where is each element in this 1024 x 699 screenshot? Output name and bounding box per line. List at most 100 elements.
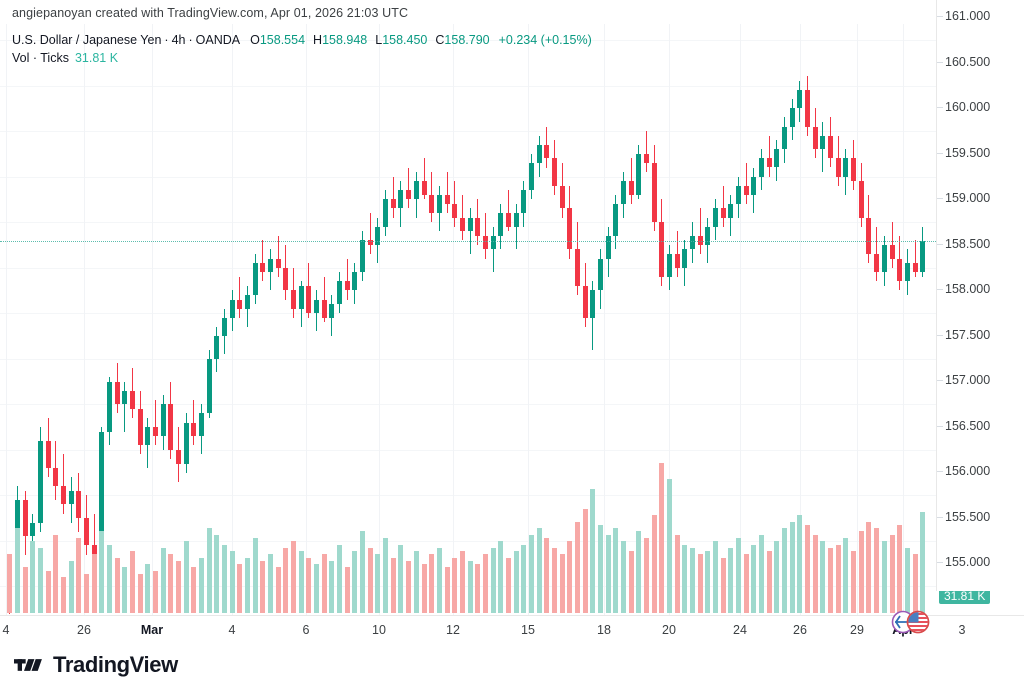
candle-body [667, 254, 672, 277]
axis-tick-dash [937, 152, 943, 154]
price-axis-label: 158.000 [945, 282, 991, 297]
volume-bar [652, 515, 657, 613]
candle-body [253, 263, 258, 295]
volume-bar [69, 560, 74, 613]
volume-bar [575, 521, 580, 613]
candle-body [797, 90, 802, 109]
candle-body [659, 222, 664, 277]
price-axis-label: 156.500 [945, 418, 991, 433]
tradingview-wordmark: TradingView [53, 652, 178, 677]
time-axis-label: 12 [446, 623, 460, 637]
legend-sep-1: · [164, 33, 169, 47]
volume-bar [636, 531, 641, 613]
legend-interval[interactable]: 4h [171, 33, 186, 47]
candle-wick [700, 208, 701, 255]
volume-bar [583, 508, 588, 613]
candle-body [613, 203, 618, 236]
candle-body [260, 263, 265, 273]
candle-body [483, 235, 488, 250]
time-axis-label: 4 [228, 623, 236, 637]
volume-bar [46, 570, 51, 613]
candle-body [61, 486, 66, 505]
grid-line-vertical [379, 24, 380, 615]
grid-line-vertical [857, 24, 858, 615]
candle-wick [408, 167, 409, 209]
volume-bar [790, 521, 795, 613]
candle-body [721, 208, 726, 218]
volume-bar [713, 541, 718, 613]
candle-body [107, 381, 112, 432]
candle-body [191, 422, 196, 437]
candle-body [337, 281, 342, 305]
volume-bar [552, 547, 557, 613]
price-axis-label: 160.000 [945, 100, 991, 115]
volume-bar [866, 521, 871, 613]
volume-bar [644, 538, 649, 613]
chart-plot-area[interactable] [0, 24, 936, 615]
price-axis-label: 157.500 [945, 327, 991, 342]
candle-body [475, 217, 480, 236]
volume-bar [820, 541, 825, 613]
candle-wick [155, 399, 156, 446]
candle-body [859, 181, 864, 218]
candle-body [452, 203, 457, 218]
candle-body [84, 518, 89, 546]
grid-line-vertical [604, 24, 605, 615]
candle-body [866, 217, 871, 255]
legend-high-value: 158.948 [322, 33, 368, 47]
legend-volume-label[interactable]: Vol · Ticks [12, 51, 69, 65]
candle-wick [393, 176, 394, 218]
axis-tick-dash [937, 61, 943, 63]
volume-bar [890, 534, 895, 613]
volume-bar [767, 551, 772, 613]
volume-bar [345, 567, 350, 613]
candle-body [99, 431, 104, 569]
current-price-line [0, 241, 936, 243]
volume-bar [153, 570, 158, 613]
volume-bar [406, 560, 411, 613]
candle-body [23, 499, 28, 537]
candle-body [767, 158, 772, 168]
volume-bar [782, 528, 787, 613]
candle-body [690, 235, 695, 250]
candle-body [391, 199, 396, 209]
volume-bar [138, 573, 143, 613]
legend-symbol[interactable]: U.S. Dollar / Japanese Yen [12, 33, 162, 47]
grid-line-vertical [800, 24, 801, 615]
price-axis[interactable]: 161.000 160.500 160.000 159.500 159.000 158.5… [936, 0, 1024, 591]
volume-bar [460, 551, 465, 613]
axis-tick-dash [937, 243, 943, 245]
candle-body [805, 90, 810, 127]
volume-bar [122, 567, 127, 613]
volume-bar [797, 515, 802, 613]
volume-bar [291, 541, 296, 613]
volume-bar [521, 544, 526, 613]
time-axis[interactable]: 426Mar461012151820242629Apr3 [0, 615, 1024, 646]
candle-body [606, 235, 611, 259]
candle-body [675, 254, 680, 268]
volume-bar [598, 524, 603, 613]
volume-value-badge[interactable]: 31.81 K [939, 588, 991, 604]
volume-bar [76, 538, 81, 613]
candle-body [537, 144, 542, 163]
candle-body [705, 226, 710, 245]
volume-bar [705, 551, 710, 613]
candle-body [751, 176, 756, 195]
candle-body [698, 235, 703, 245]
volume-bar [176, 560, 181, 613]
grid-line-horizontal [0, 176, 936, 178]
axis-tick-dash [937, 380, 943, 382]
volume-bar [253, 538, 258, 613]
volume-bar [7, 554, 12, 613]
volume-bar [621, 541, 626, 613]
volume-bar [398, 544, 403, 613]
legend-sep-2: · [188, 33, 193, 47]
volume-bar [690, 547, 695, 613]
tradingview-logo-icon [14, 659, 42, 671]
volume-bar [721, 557, 726, 613]
candle-body [76, 490, 81, 519]
footer-brand: TradingView [14, 652, 178, 678]
grid-line-vertical [152, 24, 153, 615]
volume-bar [53, 534, 58, 613]
candle-body [375, 226, 380, 245]
